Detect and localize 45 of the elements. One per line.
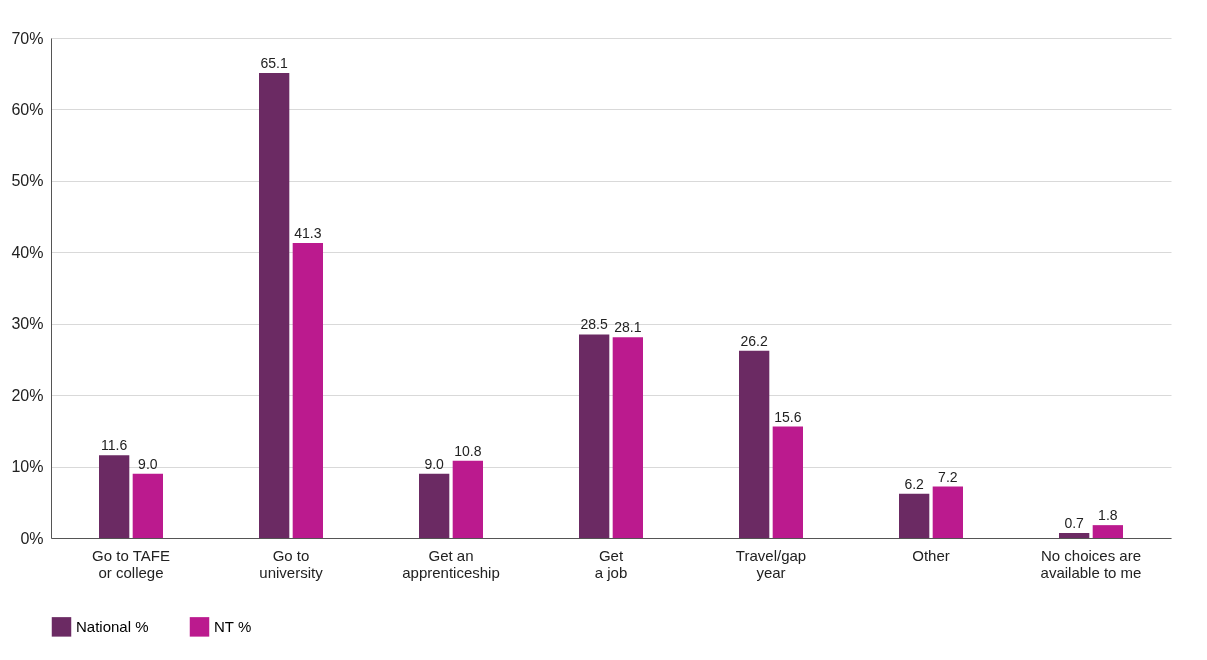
bar xyxy=(612,337,643,538)
data-label: 9.0 xyxy=(424,455,445,472)
x-tick-label: Travel/gap year xyxy=(735,546,807,581)
y-tick-label: 0% xyxy=(20,529,44,547)
bar xyxy=(739,350,770,538)
bar xyxy=(259,73,290,538)
legend-label: NT % xyxy=(214,617,252,635)
legend-label: National % xyxy=(76,617,149,635)
bar xyxy=(452,460,483,538)
data-label: 41.3 xyxy=(294,225,322,241)
y-tick-label: 70% xyxy=(11,29,44,47)
bar xyxy=(99,455,130,538)
x-tick-label: Get a job xyxy=(594,546,628,581)
x-tick-label: No choices are available to me xyxy=(1040,546,1142,581)
x-tick-label: Get an apprenticeship xyxy=(402,546,500,581)
data-label: 65.1 xyxy=(260,55,288,71)
bar xyxy=(292,243,323,538)
data-label: 6.2 xyxy=(904,475,925,492)
bar xyxy=(419,473,450,538)
data-label: 28.5 xyxy=(580,316,608,333)
data-label: 0.7 xyxy=(1064,515,1085,531)
bar xyxy=(579,334,610,538)
y-tick-label: 50% xyxy=(11,172,44,190)
bar xyxy=(132,473,163,538)
data-label: 9.0 xyxy=(138,455,158,472)
bar xyxy=(1092,525,1123,538)
data-label: 28.1 xyxy=(614,319,642,336)
y-tick-label: 30% xyxy=(11,315,44,333)
bar xyxy=(772,426,803,538)
bar xyxy=(932,486,963,538)
data-label: 15.6 xyxy=(774,408,802,425)
x-tick-label: Go to TAFE or college xyxy=(92,546,170,581)
bar xyxy=(1059,533,1090,538)
y-tick-label: 60% xyxy=(11,100,44,118)
x-tick-label: Other xyxy=(912,546,950,564)
data-label: 10.8 xyxy=(454,442,482,459)
y-tick-label: 20% xyxy=(11,386,44,404)
data-label: 26.2 xyxy=(740,332,768,349)
data-label: 1.8 xyxy=(1098,507,1118,524)
y-tick-label: 40% xyxy=(11,243,44,261)
data-label: 11.6 xyxy=(101,437,128,454)
y-tick-label: 10% xyxy=(11,458,44,476)
x-tick-label: Go to university xyxy=(259,546,324,581)
bar xyxy=(899,493,930,538)
data-label: 7.2 xyxy=(938,468,958,485)
